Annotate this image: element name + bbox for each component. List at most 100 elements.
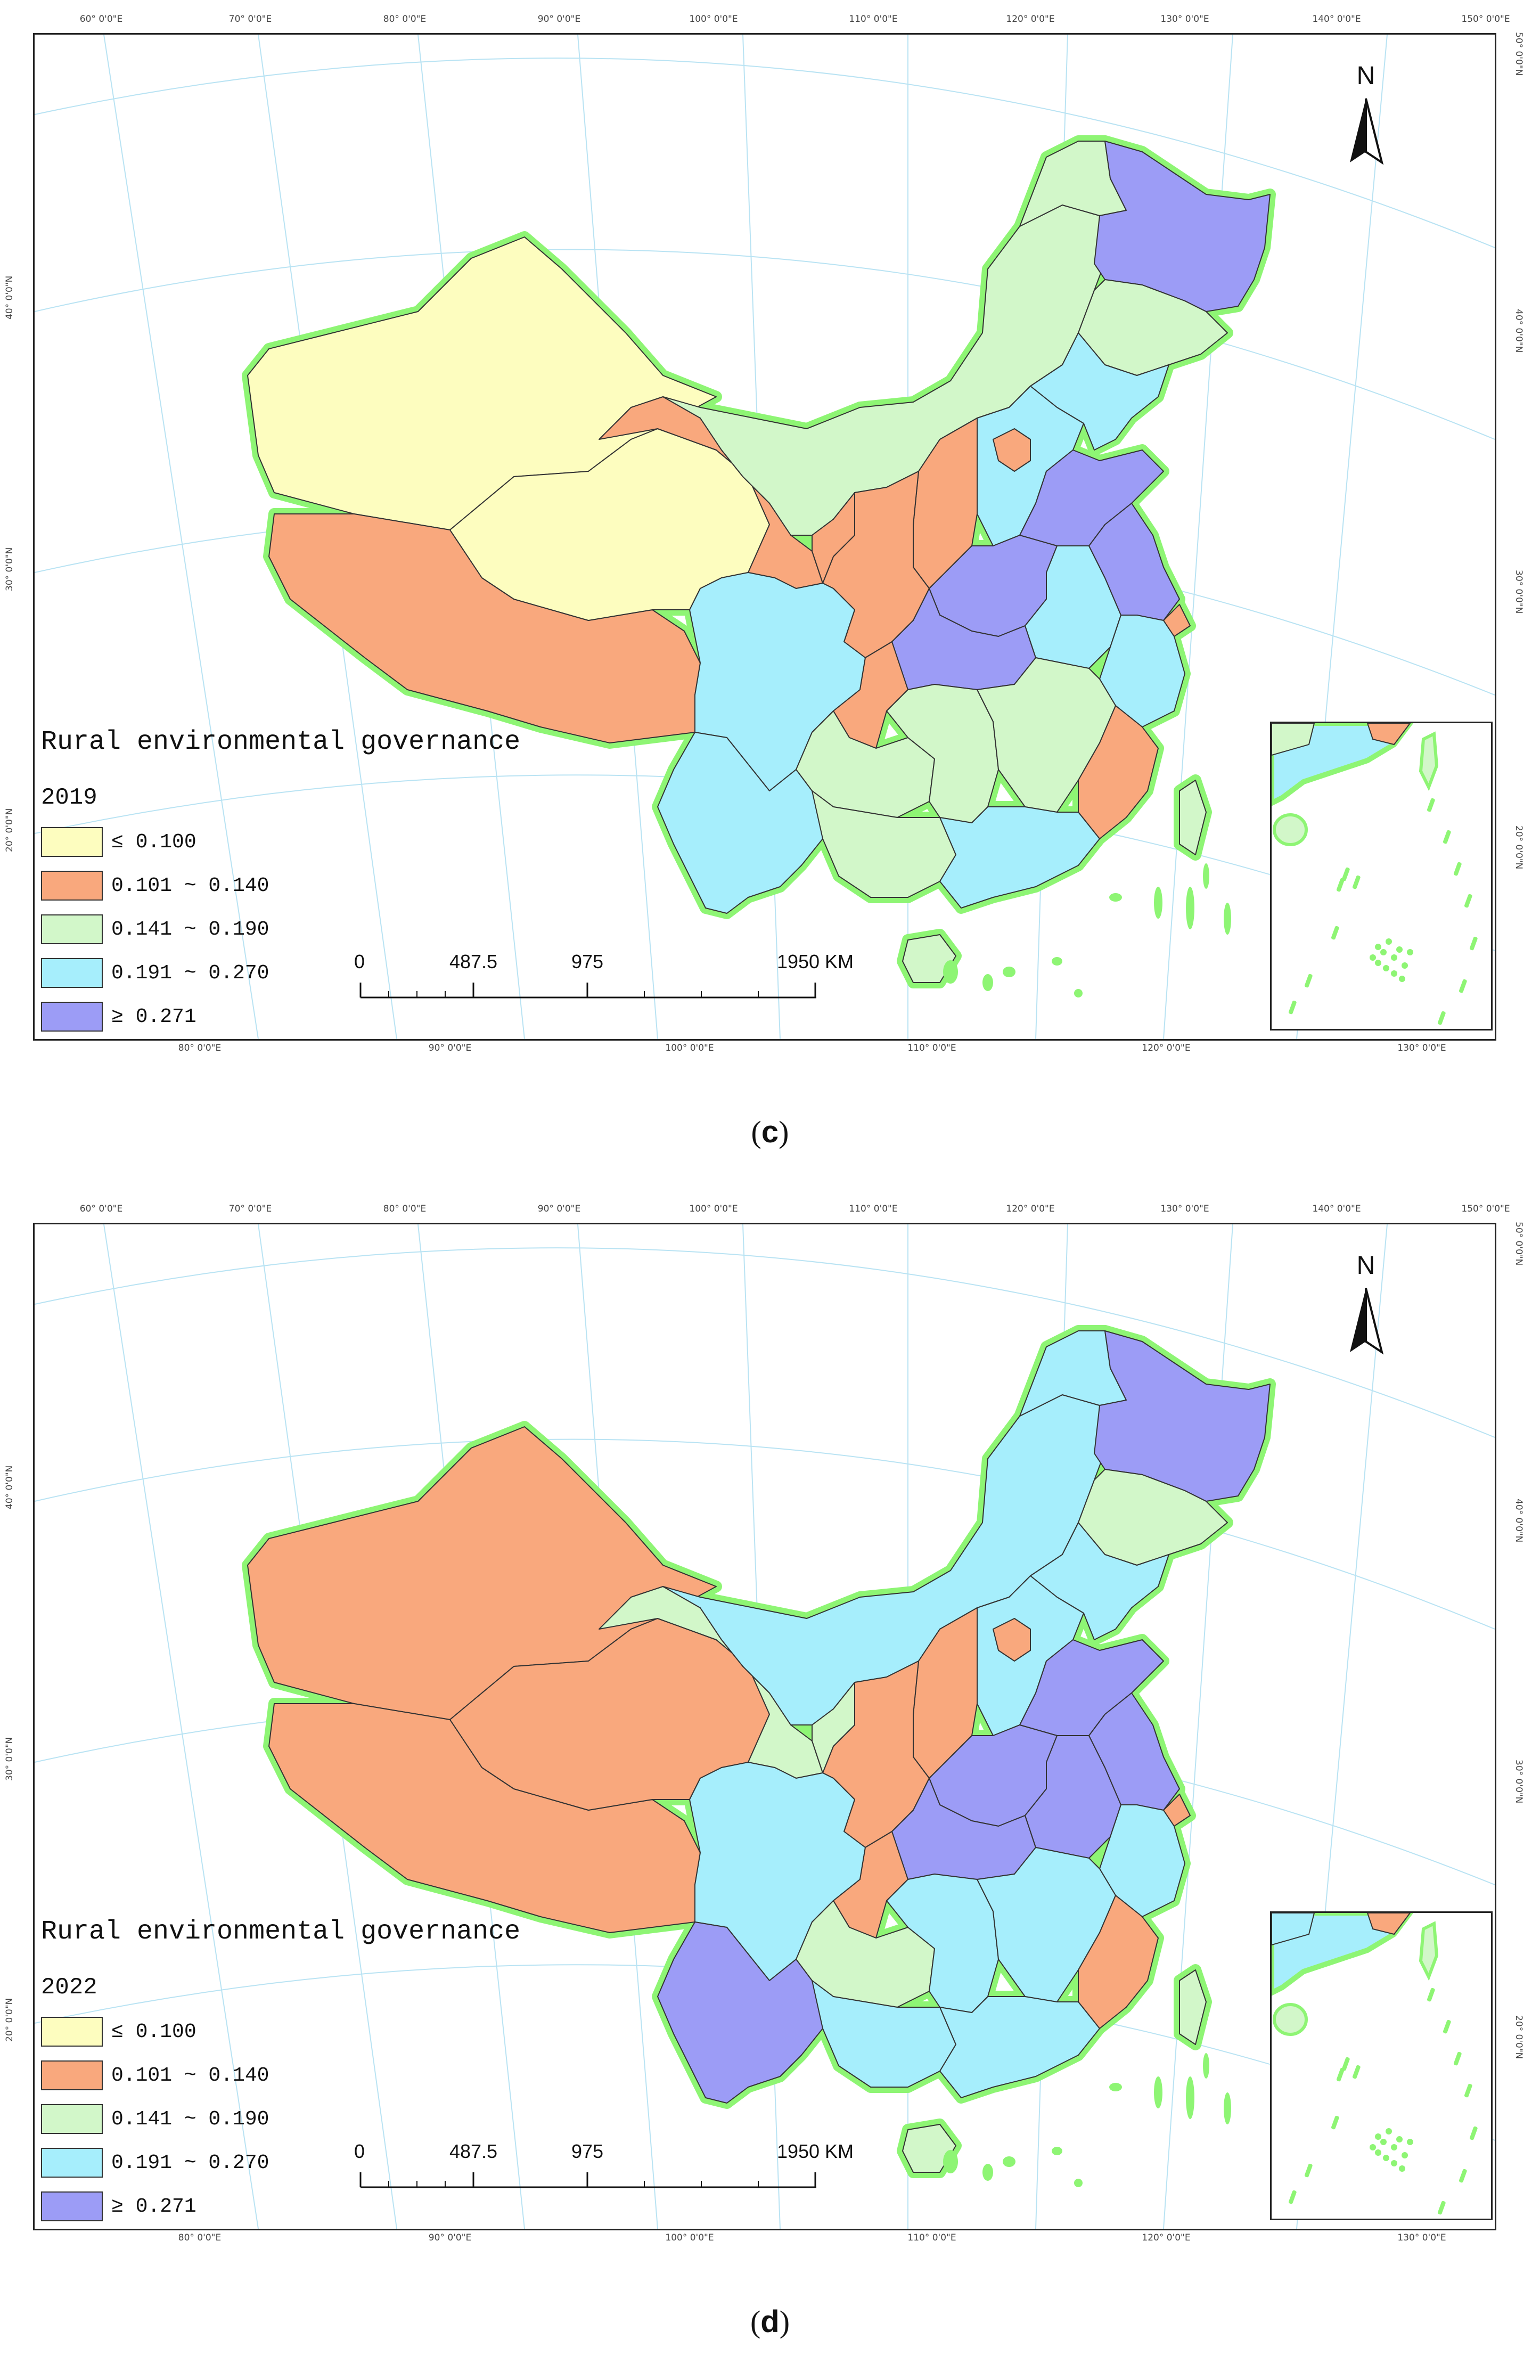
island-mark (1224, 2092, 1231, 2124)
inset-island-dash (1443, 2019, 1451, 2034)
latitude-label-right: 30° 0'0"N (1513, 1760, 1524, 1804)
inset-island-dash (1288, 1000, 1297, 1015)
inset-island-dash (1331, 2115, 1339, 2130)
legend-swatch (41, 914, 103, 944)
longitude-label-top: 150° 0'0"E (1461, 14, 1510, 24)
scale-label-0: 0 (354, 951, 365, 972)
island-mark (943, 960, 958, 984)
longitude-label-top: 140° 0'0"E (1312, 1204, 1361, 1214)
latitude-label-right: 40° 0'0"N (1513, 309, 1524, 353)
legend-row: 0.191 ~ 0.270 (41, 956, 269, 989)
inset-island-dash (1341, 867, 1350, 881)
legend-swatch (41, 2017, 103, 2047)
province-fujian (1078, 1895, 1159, 2029)
north-arrow: N (1339, 1251, 1392, 1357)
parallel-line (35, 1438, 1495, 1630)
scale-label-487: 487.5 (449, 951, 498, 972)
legend-title: Rural environmental governance (41, 727, 521, 757)
scale-label-975: 975 (571, 2140, 604, 2162)
longitude-label-bottom: 130° 0'0"E (1397, 2232, 1446, 2243)
inset-hainan (1273, 2003, 1308, 2036)
inset-hainan (1273, 813, 1308, 846)
map-canvas (35, 35, 1495, 1039)
inset-islet (1396, 946, 1403, 953)
island-mark (982, 2164, 993, 2181)
province-beijing-tianjin (993, 1618, 1031, 1662)
inset-fujian (1366, 723, 1411, 746)
inset-islet (1380, 2139, 1387, 2145)
legend-label: ≤ 0.100 (111, 830, 196, 854)
scale-label-0: 0 (354, 2140, 365, 2162)
south-sea-islands (943, 2053, 1231, 2187)
inset-island-dash (1437, 1011, 1446, 1025)
inset-island-dash (1464, 894, 1472, 908)
island-mark (1052, 957, 1062, 966)
island-mark (1074, 2179, 1083, 2187)
province-ningxia (812, 1682, 855, 1773)
island-mark (943, 2150, 958, 2173)
scale-label-1950: 1950 KM (776, 951, 854, 972)
longitude-label-bottom: 130° 0'0"E (1397, 1043, 1446, 1053)
province-shanghai (1163, 1794, 1191, 1827)
longitude-label-top: 70° 0'0"E (228, 1204, 272, 1214)
legend-label: 0.141 ~ 0.190 (111, 918, 269, 941)
north-arrow: N (1339, 61, 1392, 168)
legend-swatch (41, 2148, 103, 2178)
inset-island-dash (1459, 2169, 1467, 2183)
north-arrow-icon (1350, 98, 1384, 165)
province-regions (242, 135, 1276, 988)
longitude-label-bottom: 100° 0'0"E (665, 1043, 714, 1053)
inset-islet (1386, 938, 1392, 945)
longitude-label-bottom: 120° 0'0"E (1142, 1043, 1191, 1053)
inset-island-dash (1352, 2065, 1361, 2079)
legend-swatch (41, 827, 103, 857)
longitude-label-top: 80° 0'0"E (383, 1204, 427, 1214)
panel-label: (d) (750, 2304, 790, 2339)
legend-row: 0.141 ~ 0.190 (41, 2103, 269, 2136)
legend-swatch (41, 871, 103, 901)
province-taiwan (1179, 780, 1207, 855)
latitude-label-right: 40° 0'0"N (1513, 1499, 1524, 1543)
inset-island-dash (1336, 878, 1345, 892)
longitude-label-bottom: 110° 0'0"E (907, 1043, 956, 1053)
panel-d: 60° 0'0"E 70° 0'0"E 80° 0'0"E 90° 0'0"E 100°… (0, 1190, 1540, 2378)
island-mark (1186, 887, 1194, 929)
inset-taiwan (1419, 1921, 1439, 1981)
province-yunnan (657, 1921, 834, 2104)
parallel-line (35, 1247, 1495, 1438)
province-taiwan (1179, 1969, 1207, 2045)
panel-letter: d (760, 2304, 780, 2339)
legend-row: 0.101 ~ 0.140 (41, 869, 269, 902)
scale-label-487: 487.5 (449, 2140, 498, 2162)
inset-island-dash (1459, 979, 1467, 993)
inset-island-dash (1437, 2201, 1446, 2215)
legend-swatch (41, 2060, 103, 2090)
inset-islet (1391, 2144, 1397, 2150)
longitude-label-top: 120° 0'0"E (1006, 14, 1055, 24)
longitude-label-top: 80° 0'0"E (383, 14, 427, 24)
inset-guangxi (1272, 1913, 1315, 1946)
province-heilongjiang-east (1094, 141, 1271, 312)
legend-row: 0.101 ~ 0.140 (41, 2059, 269, 2092)
province-anhui (1025, 545, 1121, 669)
province-hainan (902, 2124, 956, 2173)
inset-islet (1375, 944, 1381, 950)
legend-label: ≥ 0.271 (111, 2195, 196, 2218)
longitude-label-bottom: 90° 0'0"E (428, 2232, 472, 2243)
inset-map (1272, 1913, 1478, 2215)
inset-map (1272, 723, 1478, 1025)
inset-island-dash (1427, 798, 1435, 812)
inset-islet (1391, 970, 1397, 977)
south-china-sea-inset (1270, 1911, 1493, 2220)
south-china-sea-inset (1270, 722, 1493, 1030)
inset-islet (1383, 965, 1389, 971)
legend-label: 0.191 ~ 0.270 (111, 961, 269, 985)
province-guangdong (939, 806, 1100, 909)
province-guangdong (939, 1996, 1100, 2098)
longitude-label-top: 100° 0'0"E (689, 14, 738, 24)
island-mark (1154, 887, 1162, 919)
inset-islet (1386, 2128, 1392, 2134)
legend-label: 0.101 ~ 0.140 (111, 2064, 269, 2087)
meridian-line (103, 1224, 259, 2229)
inset-island-dash (1427, 1988, 1435, 2002)
